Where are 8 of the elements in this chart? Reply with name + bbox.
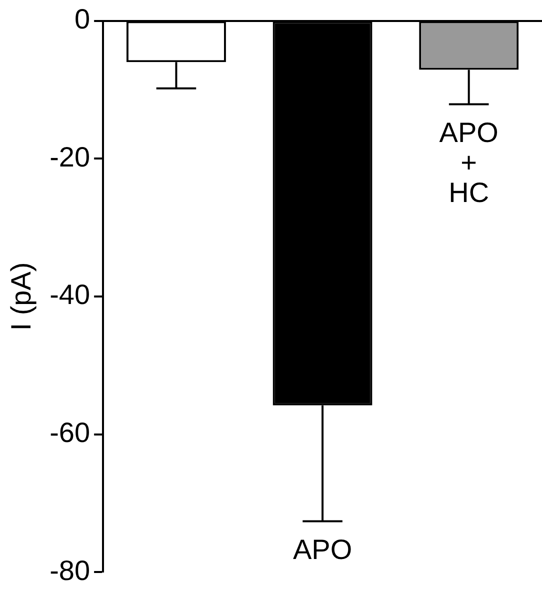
- y-axis-title: I (pA): [6, 262, 37, 331]
- x-tick-label: APO + HC: [439, 116, 498, 208]
- y-tick-label: -20: [50, 141, 90, 172]
- y-tick-label: -60: [50, 417, 90, 448]
- y-tick-label: -80: [50, 554, 90, 586]
- y-tick-label: -40: [50, 279, 90, 310]
- x-tick-label: APO: [292, 534, 352, 565]
- y-tick-label: 0: [74, 4, 90, 35]
